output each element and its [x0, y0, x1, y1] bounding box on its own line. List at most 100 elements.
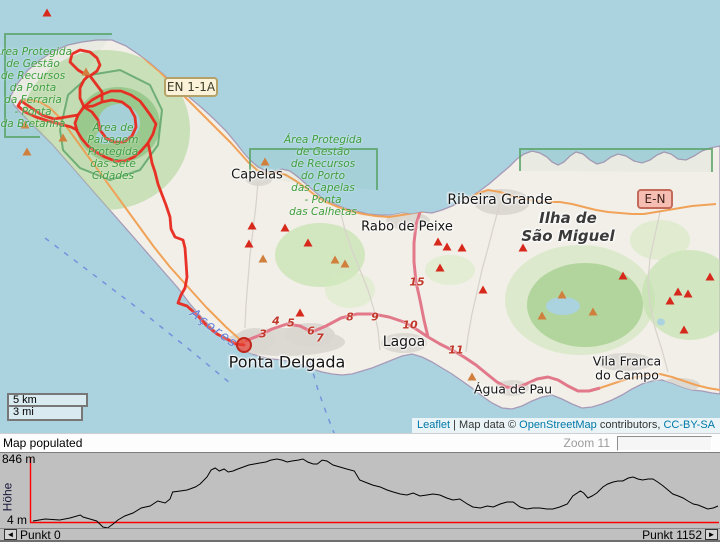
urban-area: [381, 333, 427, 353]
peak-marker: [81, 67, 91, 76]
peak-marker: [478, 285, 488, 294]
peak-marker: [260, 157, 270, 166]
forest-area: [630, 220, 690, 260]
peak-marker: [679, 325, 689, 334]
motorway-road: [412, 202, 430, 338]
road-shield-e-n: E-N: [637, 189, 673, 209]
elevation-max-label: 846 m: [2, 452, 36, 466]
map-tiles[interactable]: [0, 0, 720, 433]
motorway-exit-number: 15: [409, 275, 425, 289]
protected-area-boundary: [4, 33, 112, 138]
forest-area: [425, 255, 475, 285]
scale-km: 5 km: [7, 393, 88, 407]
motorway-exit-number: 3: [259, 327, 267, 341]
leaflet-link[interactable]: Leaflet: [417, 419, 451, 431]
peak-marker: [442, 242, 452, 251]
primary-road: [21, 99, 245, 344]
peak-marker: [340, 259, 350, 268]
zoom-level-indicator: Zoom 11: [563, 436, 610, 450]
peak-marker: [244, 239, 254, 248]
gps-track[interactable]: [73, 89, 158, 163]
town-label: Lagoa: [382, 334, 426, 350]
minor-road: [244, 181, 259, 329]
attribution-text: | Map data ©: [450, 419, 520, 431]
minor-road: [465, 202, 501, 353]
town-label: Capelas: [231, 167, 283, 183]
protected-area-boundary: [249, 148, 378, 190]
peak-marker: [22, 147, 32, 156]
motorway-exit-number: 11: [448, 343, 464, 357]
openstreetmap-link[interactable]: OpenStreetMap: [519, 419, 597, 431]
motorway-exit-number: 5: [287, 316, 295, 330]
protected-area-label: Área de Paisagem Protegida das Sete Cida…: [87, 122, 139, 182]
ferry-route: [44, 237, 231, 384]
primary-road: [99, 40, 717, 218]
next-point-button[interactable]: ►: [705, 529, 718, 540]
town-label: Água de Pau: [473, 381, 553, 397]
peak-marker: [280, 223, 290, 232]
peak-marker: [433, 237, 443, 246]
primary-road: [599, 373, 720, 391]
minor-road: [339, 209, 381, 351]
peak-marker: [42, 8, 52, 17]
motorway-exit-number: 8: [346, 310, 354, 324]
peak-marker: [58, 133, 68, 142]
progress-bar: [617, 436, 712, 451]
motorway-exit-number: 9: [371, 310, 379, 324]
gps-track[interactable]: [68, 48, 104, 109]
peak-marker: [20, 120, 30, 129]
protected-area-boundary: [519, 148, 713, 172]
start-point-label: Punkt 0: [20, 528, 61, 542]
status-bar: Map populated Zoom 11: [0, 433, 720, 452]
urban-area: [597, 353, 653, 371]
motorway-exit-number: 6: [307, 324, 315, 338]
gps-track[interactable]: [82, 98, 138, 144]
peak-marker: [303, 238, 313, 247]
gps-track[interactable]: [146, 141, 246, 347]
peak-marker: [518, 243, 528, 252]
ferry-route: [309, 361, 335, 433]
gps-track[interactable]: [16, 99, 80, 132]
status-message: Map populated: [3, 436, 83, 450]
protected-area-label: Área Protegida de Gestão de Recursos da …: [0, 46, 73, 130]
motorway-road: [244, 312, 601, 393]
elevation-profile-panel: 846 m Höhe 4 m: [0, 452, 720, 529]
peak-marker: [588, 307, 598, 316]
motorway-exit-number: 4: [272, 314, 280, 328]
peak-marker: [258, 254, 268, 263]
urban-area: [474, 189, 530, 215]
peak-marker: [537, 311, 547, 320]
peak-marker: [683, 289, 693, 298]
town-label: Ponta Delgada: [228, 352, 346, 372]
minor-road: [647, 211, 669, 373]
peak-marker: [557, 290, 567, 299]
forest-area: [275, 223, 365, 287]
elevation-curve[interactable]: [32, 458, 719, 529]
scale-control: 5 km 3 mi: [7, 393, 88, 421]
previous-point-button[interactable]: ◄: [4, 529, 17, 540]
town-label: Vila Franca: [592, 353, 662, 369]
forest-area: [527, 263, 643, 347]
license-link[interactable]: CC-BY-SA: [663, 419, 715, 431]
peak-marker: [467, 372, 477, 381]
lake: [546, 297, 580, 315]
peak-marker: [457, 243, 467, 252]
scale-mi: 3 mi: [7, 407, 83, 421]
town-label: Rabo de Peixe: [361, 219, 453, 235]
peak-marker: [435, 263, 445, 272]
elevation-min-label: 4 m: [7, 513, 28, 527]
island-name-label: São Miguel: [521, 227, 615, 245]
map-canvas[interactable]: EN 1-1A E-N 5 km 3 mi Leaflet | Map data…: [0, 0, 720, 433]
peak-marker: [618, 271, 628, 280]
protected-area-label: Área Protegida de Gestão de Recursos do …: [283, 134, 363, 218]
elevation-chart[interactable]: [0, 453, 720, 529]
point-navigation-bar: ◄ Punkt 0 Punkt 1152 ►: [0, 528, 720, 542]
peak-marker: [295, 308, 305, 317]
track-start-marker[interactable]: [236, 337, 252, 353]
peak-marker: [705, 272, 715, 281]
end-point-label: Punkt 1152: [642, 528, 702, 542]
peak-marker: [247, 221, 257, 230]
lake: [657, 318, 665, 326]
peak-marker: [330, 255, 340, 264]
road-shield-en1-1a: EN 1-1A: [164, 77, 218, 97]
